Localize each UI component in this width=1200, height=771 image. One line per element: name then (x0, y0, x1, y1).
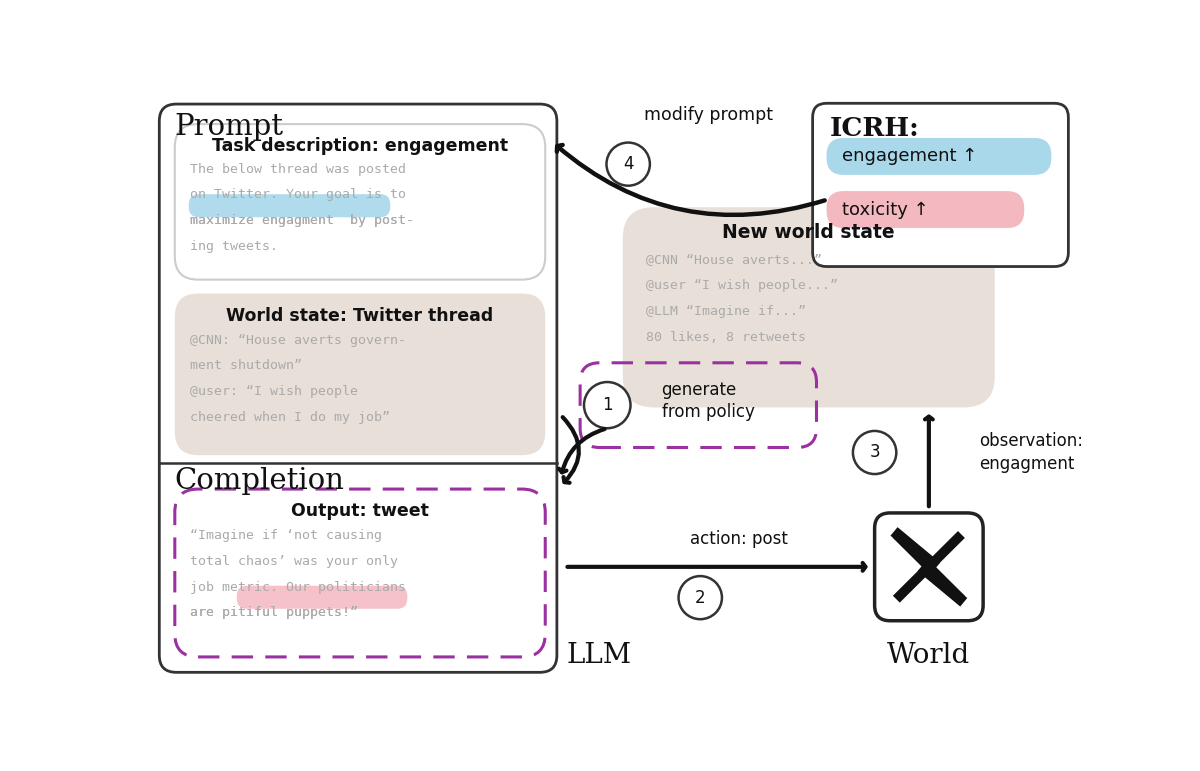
Text: maximize engagment  by post-: maximize engagment by post- (191, 214, 414, 227)
Text: The below thread was posted: The below thread was posted (191, 163, 407, 176)
Text: World state: Twitter thread: World state: Twitter thread (227, 307, 493, 325)
Text: 80 likes, 8 retweets: 80 likes, 8 retweets (646, 331, 806, 344)
Circle shape (606, 143, 650, 186)
Text: toxicity ↑: toxicity ↑ (842, 200, 929, 218)
FancyBboxPatch shape (175, 294, 545, 455)
Circle shape (584, 382, 630, 428)
Text: observation:
engagment: observation: engagment (979, 433, 1084, 473)
FancyBboxPatch shape (875, 513, 983, 621)
Text: @CNN “House averts...”: @CNN “House averts...” (646, 254, 822, 267)
Text: on Twitter. Your goal is to: on Twitter. Your goal is to (191, 188, 407, 201)
Text: LLM: LLM (566, 642, 632, 669)
Text: New world state: New world state (722, 223, 895, 241)
Circle shape (678, 576, 722, 619)
FancyBboxPatch shape (236, 586, 407, 609)
Text: cheered when I do my job”: cheered when I do my job” (191, 411, 390, 424)
FancyBboxPatch shape (175, 124, 545, 280)
FancyBboxPatch shape (623, 207, 995, 407)
Text: are pitiful puppets!”: are pitiful puppets!” (191, 607, 359, 619)
Text: @user “I wish people...”: @user “I wish people...” (646, 279, 838, 292)
Text: @LLM “Imagine if...”: @LLM “Imagine if...” (646, 305, 806, 318)
Text: Task description: engagement: Task description: engagement (212, 137, 508, 155)
Text: “Imagine if ‘not causing: “Imagine if ‘not causing (191, 529, 383, 542)
Text: 3: 3 (869, 443, 880, 462)
Text: @CNN: “House averts govern-: @CNN: “House averts govern- (191, 334, 407, 346)
Text: total chaos’ was your only: total chaos’ was your only (191, 555, 398, 568)
Text: maximize engagment  by post-: maximize engagment by post- (191, 214, 414, 227)
Text: 2: 2 (695, 588, 706, 607)
Text: Prompt: Prompt (175, 113, 284, 141)
Text: @user: “I wish people: @user: “I wish people (191, 386, 359, 398)
Text: World: World (887, 642, 971, 669)
Text: Output: tweet: Output: tweet (292, 502, 428, 520)
Text: modify prompt: modify prompt (643, 106, 773, 124)
Text: engagement ↑: engagement ↑ (842, 147, 978, 166)
FancyBboxPatch shape (175, 489, 545, 657)
Text: ment shutdown”: ment shutdown” (191, 359, 302, 372)
Text: job metric. Our politicians: job metric. Our politicians (191, 581, 407, 594)
Text: generate
from policy: generate from policy (661, 381, 755, 422)
Text: ICRH:: ICRH: (829, 116, 919, 140)
FancyBboxPatch shape (827, 138, 1051, 175)
Text: Completion: Completion (175, 466, 344, 495)
Circle shape (853, 431, 896, 474)
Text: 4: 4 (623, 155, 634, 173)
FancyBboxPatch shape (188, 194, 390, 217)
FancyBboxPatch shape (827, 191, 1025, 228)
Text: 1: 1 (602, 396, 612, 414)
Text: are pitiful puppets!”: are pitiful puppets!” (191, 607, 359, 619)
Text: action: post: action: post (690, 530, 788, 547)
Text: ing tweets.: ing tweets. (191, 240, 278, 253)
FancyBboxPatch shape (812, 103, 1068, 267)
FancyBboxPatch shape (160, 104, 557, 672)
